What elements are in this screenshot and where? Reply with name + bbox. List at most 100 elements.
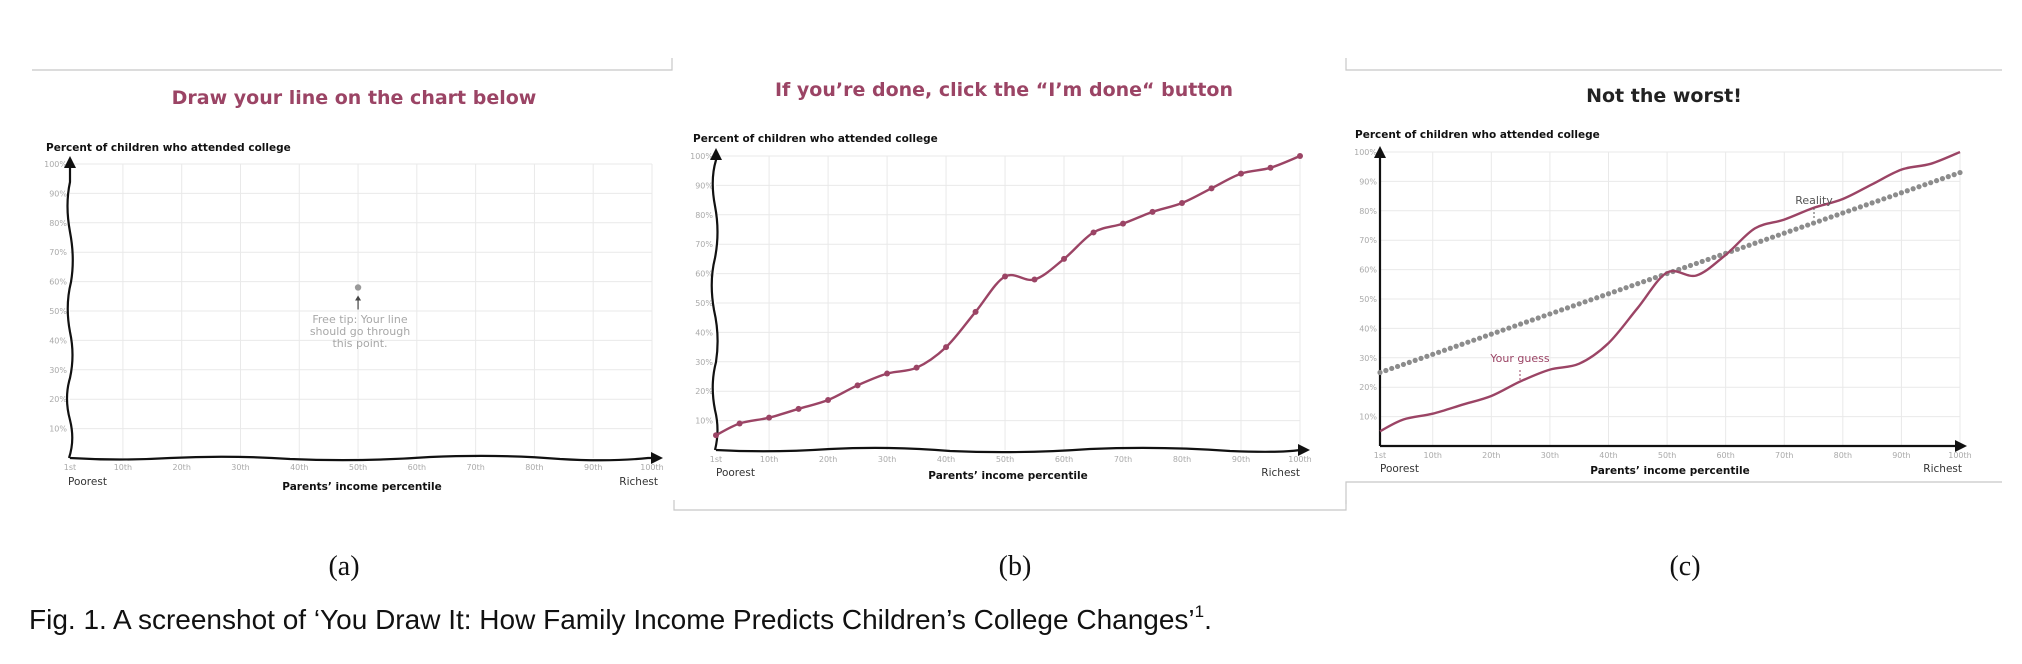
x-tick-label: 50th xyxy=(1658,451,1676,460)
y-tick-label: 70% xyxy=(695,240,713,249)
y-tick-label: 80% xyxy=(49,219,67,228)
panel-b-title: If you’re done, click the “I’m done“ but… xyxy=(775,79,1233,101)
reality-point xyxy=(1394,363,1401,370)
guess-point xyxy=(713,432,719,439)
reality-point xyxy=(1576,301,1582,307)
y-tick-label: 100% xyxy=(1354,148,1377,157)
y-tick-label: 20% xyxy=(1359,383,1377,392)
reality-point xyxy=(1810,220,1817,226)
reality-point xyxy=(1957,169,1963,176)
reality-point xyxy=(1547,311,1553,317)
reality-point xyxy=(1553,309,1559,315)
panel-a-y-axis-label: Percent of children who attended college xyxy=(46,142,291,154)
panel-b-y-axis xyxy=(710,156,719,451)
caption-text: Fig. 1. A screenshot of ‘You Draw It: Ho… xyxy=(29,604,1195,635)
guess-point xyxy=(1090,229,1097,236)
reality-point xyxy=(1617,287,1623,293)
reality-point xyxy=(1693,260,1699,267)
reality-point xyxy=(1752,240,1758,246)
reality-point xyxy=(1904,188,1910,194)
reality-point xyxy=(1441,347,1448,353)
panel-b-y-axis-arrow xyxy=(710,148,722,160)
guess-line xyxy=(1379,150,1961,433)
y-tick-label: 80% xyxy=(695,211,713,220)
guess-point xyxy=(795,405,802,412)
x-tick-label: 60th xyxy=(408,463,426,472)
reality-point xyxy=(1922,182,1928,188)
reality-point xyxy=(1629,283,1635,289)
panel-b-richest-label: Richest xyxy=(1261,467,1300,479)
guess-point xyxy=(943,344,950,351)
y-tick-label: 30% xyxy=(49,366,67,375)
hint-point xyxy=(354,284,362,291)
y-tick-label: 30% xyxy=(1359,354,1377,363)
guess-point xyxy=(736,420,743,427)
guess-point xyxy=(1267,164,1274,171)
x-tick-label: 100th xyxy=(1288,455,1311,464)
guess-point xyxy=(825,397,832,404)
panel-b: If you’re done, click the “I’m done“ but… xyxy=(690,79,1312,482)
y-tick-label: 10% xyxy=(1359,413,1377,422)
panel-a-tip-line-3: this point. xyxy=(332,337,387,350)
guess-point xyxy=(884,370,891,377)
reality-point xyxy=(1424,353,1430,359)
panel-a-poorest-label: Poorest xyxy=(68,476,107,488)
reality-point xyxy=(1652,274,1658,281)
reality-point xyxy=(1588,297,1594,303)
reality-point xyxy=(1928,180,1934,186)
panel-b-x-axis xyxy=(715,446,1301,454)
x-tick-label: 40th xyxy=(290,463,308,472)
reality-point xyxy=(1400,361,1407,368)
subfigure-label-a: (a) xyxy=(328,551,359,582)
y-tick-label: 40% xyxy=(49,336,67,345)
reality-point xyxy=(1582,299,1588,305)
x-tick-label: 100th xyxy=(640,463,663,472)
reality-point xyxy=(1746,242,1752,248)
reality-point xyxy=(1816,218,1822,224)
panel-c-y-axis-label: Percent of children who attended college xyxy=(1355,129,1600,141)
x-tick-label: 1st xyxy=(64,463,76,472)
x-tick-label: 10th xyxy=(1424,451,1442,460)
reality-point xyxy=(1512,323,1518,329)
reality-point xyxy=(1939,176,1946,182)
panel-a-x-axis xyxy=(69,454,654,462)
panel-a-hint xyxy=(354,284,362,310)
reality-point xyxy=(1875,198,1881,204)
reality-point xyxy=(1476,335,1483,341)
panel-c-poorest-label: Poorest xyxy=(1380,463,1419,475)
reality-point xyxy=(1869,200,1875,206)
x-tick-label: 20th xyxy=(173,463,191,472)
reality-point xyxy=(1430,351,1436,357)
y-tick-label: 80% xyxy=(1359,207,1377,216)
reality-point xyxy=(1834,212,1840,218)
panel-c-guess-label: Your guess xyxy=(1489,352,1549,365)
figure-caption: Fig. 1. A screenshot of ‘You Draw It: Ho… xyxy=(29,602,1212,635)
panel-b-series xyxy=(713,153,1303,439)
reality-point xyxy=(1482,333,1489,339)
panel-a-x-axis-label: Parents’ income percentile xyxy=(282,481,441,493)
panel-a-grid xyxy=(70,163,653,458)
reality-point xyxy=(1758,238,1764,244)
x-tick-label: 20th xyxy=(1482,451,1500,460)
panel-a-tip-line-2: should go through xyxy=(310,325,410,338)
panel-a-richest-label: Richest xyxy=(619,476,658,488)
guess-point xyxy=(972,308,979,315)
subfigure-label-b: (b) xyxy=(999,551,1032,582)
x-tick-label: 40th xyxy=(1599,451,1617,460)
reality-point xyxy=(1799,224,1805,230)
reality-point xyxy=(1711,254,1717,260)
y-tick-label: 30% xyxy=(695,358,713,367)
reality-point xyxy=(1529,317,1535,323)
panel-b-x-axis-arrow xyxy=(1298,444,1310,456)
guess-point xyxy=(1297,153,1303,159)
y-tick-label: 90% xyxy=(695,181,713,190)
reality-point xyxy=(1459,341,1465,347)
reality-point xyxy=(1494,329,1500,335)
reality-point xyxy=(1945,174,1951,180)
reality-point xyxy=(1559,307,1565,313)
panel-c-richest-label: Richest xyxy=(1923,463,1962,475)
x-tick-label: 10th xyxy=(760,455,778,464)
caption-end: . xyxy=(1204,604,1212,635)
guess-point xyxy=(1120,220,1127,227)
x-tick-label: 80th xyxy=(1834,451,1852,460)
